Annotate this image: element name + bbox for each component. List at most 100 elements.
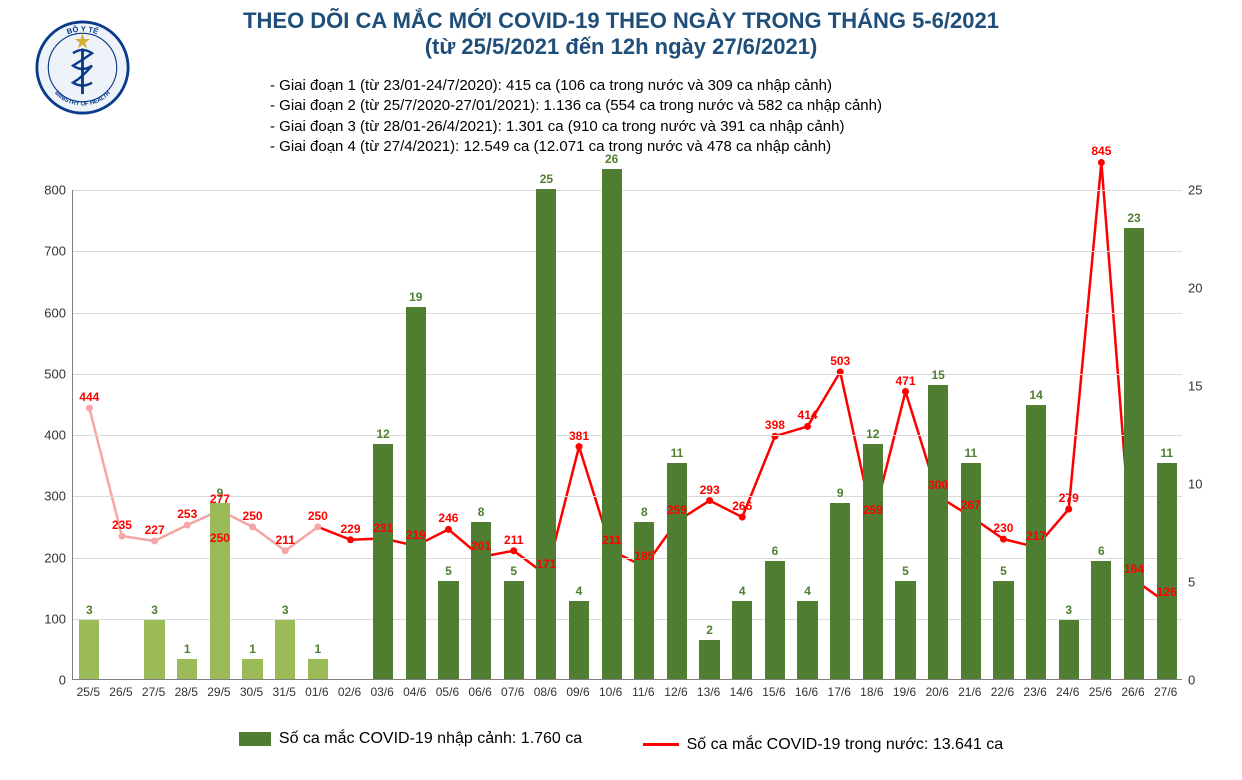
bar: [602, 169, 622, 679]
x-tick: 03/6: [370, 685, 393, 699]
bar-label: 19: [409, 290, 422, 304]
y-right-tick: 10: [1188, 477, 1202, 492]
x-tick: 12/6: [664, 685, 687, 699]
note-line: - Giai đoạn 1 (từ 23/01-24/7/2020): 415 …: [270, 76, 882, 96]
bar-label: 12: [376, 427, 389, 441]
line-label: 414: [798, 408, 818, 422]
bar-label: 3: [86, 603, 93, 617]
x-tick: 27/5: [142, 685, 165, 699]
bar-label: 12: [866, 427, 879, 441]
bar-label: 5: [510, 564, 517, 578]
bar-label: 5: [445, 564, 452, 578]
note-line: - Giai đoạn 3 (từ 28/01-26/4/2021): 1.30…: [270, 117, 882, 137]
legend-bar-text: Số ca mắc COVID-19 nhập cảnh: 1.760 ca: [279, 730, 582, 748]
line-label: 277: [210, 492, 230, 506]
y-left-tick: 500: [32, 366, 66, 381]
bar-label: 11: [1160, 446, 1173, 460]
y-right-tick: 25: [1188, 183, 1202, 198]
bar: [210, 503, 230, 679]
x-tick: 24/6: [1056, 685, 1079, 699]
bar: [79, 620, 99, 679]
bar-label: 25: [540, 172, 553, 186]
bar: [961, 463, 981, 679]
x-tick: 18/6: [860, 685, 883, 699]
bar: [928, 385, 948, 679]
line-label: 398: [765, 418, 785, 432]
bar: [242, 659, 262, 679]
bar-label: 14: [1029, 388, 1042, 402]
line-label: 259: [863, 503, 883, 517]
chart-header: THEO DÕI CA MẮC MỚI COVID-19 THEO NGÀY T…: [0, 0, 1242, 62]
x-tick: 26/6: [1121, 685, 1144, 699]
line-label: 266: [732, 499, 752, 513]
bar: [438, 581, 458, 679]
y-right-tick: 0: [1188, 673, 1195, 688]
legend: Số ca mắc COVID-19 nhập cảnh: 1.760 ca S…: [0, 730, 1242, 754]
bar: [1091, 561, 1111, 679]
bar: [765, 561, 785, 679]
x-tick: 05/6: [436, 685, 459, 699]
x-tick: 13/6: [697, 685, 720, 699]
line-label: 211: [276, 533, 295, 547]
line-label: 253: [177, 507, 197, 521]
bar-label: 5: [902, 564, 909, 578]
title-line-1: THEO DÕI CA MẮC MỚI COVID-19 THEO NGÀY T…: [0, 8, 1242, 34]
bar: [1124, 228, 1144, 679]
line-label: 471: [895, 374, 915, 388]
bar-label: 1: [315, 642, 322, 656]
bar-label: 2: [706, 623, 713, 637]
gridline: [73, 313, 1182, 314]
line-label: 171: [536, 557, 556, 571]
y-right-tick: 20: [1188, 281, 1202, 296]
y-left-tick: 800: [32, 183, 66, 198]
x-tick: 21/6: [958, 685, 981, 699]
gridline: [73, 251, 1182, 252]
gridline: [73, 619, 1182, 620]
legend-line-swatch: [643, 743, 679, 746]
bar: [504, 581, 524, 679]
phase-notes: - Giai đoạn 1 (từ 23/01-24/7/2020): 415 …: [270, 76, 882, 157]
bar: [144, 620, 164, 679]
bar: [308, 659, 328, 679]
y-right-tick: 5: [1188, 575, 1195, 590]
line-label: 246: [438, 511, 458, 525]
line-label: 211: [504, 533, 523, 547]
note-line: - Giai đoạn 2 (từ 25/7/2020-27/01/2021):…: [270, 96, 882, 116]
gridline: [73, 435, 1182, 436]
bar: [732, 601, 752, 679]
plot-area: 3319131121958525426811246491251511514362…: [72, 190, 1182, 680]
bar-label: 9: [837, 486, 844, 500]
gridline: [73, 374, 1182, 375]
legend-line-text: Số ca mắc COVID-19 trong nước: 13.641 ca: [687, 736, 1003, 754]
line-label: 230: [993, 521, 1013, 535]
ministry-logo: BỘ Y TẾ MINISTRY OF HEALTH: [35, 20, 130, 115]
bar-label: 11: [964, 446, 977, 460]
legend-bar-swatch: [239, 732, 271, 746]
y-left-tick: 600: [32, 305, 66, 320]
bar: [406, 307, 426, 679]
bar: [667, 463, 687, 679]
line-label: 201: [471, 539, 491, 553]
bar: [275, 620, 295, 679]
gridline: [73, 558, 1182, 559]
bar-label: 1: [249, 642, 256, 656]
x-tick: 20/6: [925, 685, 948, 699]
x-tick: 17/6: [828, 685, 851, 699]
bar-label: 4: [576, 584, 583, 598]
x-tick: 22/6: [991, 685, 1014, 699]
x-tick: 06/6: [468, 685, 491, 699]
x-tick: 23/6: [1023, 685, 1046, 699]
line-label: 250: [308, 509, 328, 523]
line-label: 381: [569, 429, 589, 443]
x-tick: 27/6: [1154, 685, 1177, 699]
y-left-tick: 300: [32, 489, 66, 504]
chart-container: 3319131121958525426811246491251511514362…: [30, 190, 1220, 710]
bar-label: 3: [151, 603, 158, 617]
bar-label: 4: [739, 584, 746, 598]
bar: [1157, 463, 1177, 679]
x-tick: 16/6: [795, 685, 818, 699]
x-tick: 30/5: [240, 685, 263, 699]
x-tick: 25/6: [1089, 685, 1112, 699]
bar-label: 8: [641, 505, 648, 519]
bar: [177, 659, 197, 679]
